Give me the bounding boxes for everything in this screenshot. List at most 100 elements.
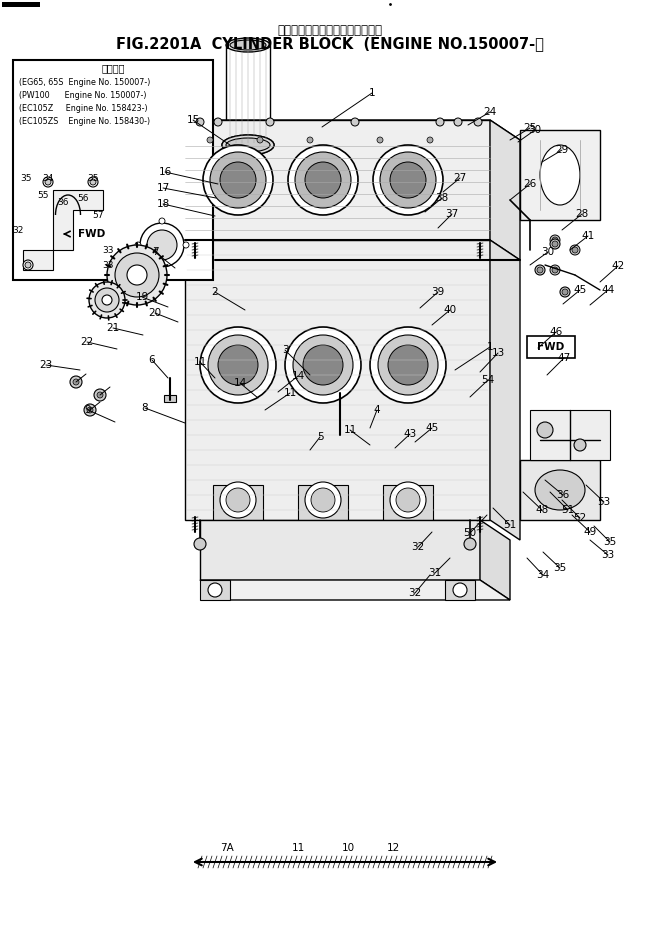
Circle shape — [453, 583, 467, 597]
Circle shape — [226, 488, 250, 512]
Text: 2: 2 — [212, 287, 218, 297]
Text: 45: 45 — [574, 285, 587, 295]
Circle shape — [214, 118, 222, 126]
Text: 21: 21 — [106, 323, 119, 333]
Circle shape — [90, 179, 96, 185]
Circle shape — [87, 407, 93, 413]
Circle shape — [207, 137, 213, 143]
Text: 1: 1 — [486, 342, 493, 352]
Ellipse shape — [295, 152, 351, 208]
Circle shape — [377, 137, 383, 143]
Bar — [13, 60, 213, 280]
Text: 6: 6 — [148, 355, 155, 365]
Text: (EG65, 65S  Engine No. 150007-): (EG65, 65S Engine No. 150007-) — [19, 77, 150, 86]
Ellipse shape — [210, 152, 266, 208]
Text: 48: 48 — [535, 505, 548, 515]
Circle shape — [183, 242, 189, 248]
Polygon shape — [200, 580, 230, 600]
FancyBboxPatch shape — [68, 223, 116, 245]
Text: 51: 51 — [562, 505, 575, 515]
Circle shape — [307, 137, 313, 143]
Polygon shape — [490, 120, 520, 260]
Circle shape — [196, 118, 204, 126]
Circle shape — [43, 177, 53, 187]
Circle shape — [194, 538, 206, 550]
Polygon shape — [445, 580, 475, 600]
Circle shape — [562, 289, 568, 295]
Polygon shape — [333, 382, 347, 393]
Text: 46: 46 — [549, 327, 562, 337]
Circle shape — [115, 253, 159, 297]
Text: 34: 34 — [537, 570, 550, 580]
Ellipse shape — [370, 327, 446, 403]
Text: 11: 11 — [343, 425, 356, 435]
Polygon shape — [520, 460, 600, 520]
Text: 39: 39 — [432, 287, 445, 297]
Polygon shape — [490, 240, 520, 540]
Text: FWD: FWD — [79, 229, 106, 239]
Circle shape — [23, 260, 33, 270]
Circle shape — [208, 583, 222, 597]
Text: 36: 36 — [57, 197, 69, 207]
Text: 20: 20 — [148, 308, 162, 318]
Ellipse shape — [303, 345, 343, 385]
Circle shape — [147, 230, 177, 260]
Circle shape — [552, 267, 558, 273]
Circle shape — [351, 118, 359, 126]
Text: 25: 25 — [523, 123, 537, 133]
Text: 1: 1 — [369, 88, 376, 98]
Text: 49: 49 — [583, 527, 597, 537]
Circle shape — [537, 267, 543, 273]
Text: 42: 42 — [611, 261, 624, 271]
Text: 11: 11 — [283, 388, 296, 398]
Polygon shape — [135, 220, 190, 270]
Text: (EC105ZS    Engine No. 158430-): (EC105ZS Engine No. 158430-) — [19, 117, 150, 126]
Ellipse shape — [222, 135, 274, 155]
Circle shape — [474, 118, 482, 126]
Text: 31: 31 — [428, 568, 442, 578]
Ellipse shape — [293, 335, 353, 395]
Ellipse shape — [226, 138, 270, 152]
Polygon shape — [226, 45, 270, 145]
Ellipse shape — [226, 38, 270, 52]
Circle shape — [574, 439, 586, 451]
Text: 30: 30 — [529, 125, 542, 135]
Text: FIG.2201A  CYLINDER BLOCK  (ENGINE NO.150007-）: FIG.2201A CYLINDER BLOCK (ENGINE NO.1500… — [116, 37, 544, 52]
Text: 35: 35 — [87, 174, 99, 182]
Ellipse shape — [305, 482, 341, 518]
Text: 9: 9 — [84, 405, 91, 415]
Polygon shape — [200, 520, 480, 580]
Ellipse shape — [305, 162, 341, 198]
Polygon shape — [520, 130, 600, 220]
Circle shape — [550, 239, 560, 249]
Text: 18: 18 — [156, 199, 170, 209]
Text: 36: 36 — [556, 490, 570, 500]
Circle shape — [84, 404, 96, 416]
Text: 23: 23 — [40, 360, 53, 370]
Circle shape — [97, 392, 103, 398]
Circle shape — [88, 177, 98, 187]
Polygon shape — [480, 520, 510, 600]
Circle shape — [89, 282, 125, 318]
Text: FWD: FWD — [537, 342, 564, 352]
Text: (PW100      Engine No. 150007-): (PW100 Engine No. 150007-) — [19, 90, 147, 100]
Text: 41: 41 — [581, 231, 595, 241]
Text: 15: 15 — [186, 115, 199, 125]
Text: 14: 14 — [291, 371, 305, 381]
Text: 47: 47 — [558, 353, 571, 363]
Text: 5: 5 — [317, 432, 323, 442]
Text: 56: 56 — [77, 194, 88, 202]
Text: 33: 33 — [102, 260, 114, 270]
Ellipse shape — [230, 40, 266, 50]
Circle shape — [436, 118, 444, 126]
Circle shape — [25, 262, 31, 268]
Text: 35: 35 — [553, 563, 567, 573]
Text: 28: 28 — [576, 209, 589, 219]
Text: 8: 8 — [142, 403, 148, 413]
Text: 26: 26 — [523, 179, 537, 189]
Text: 3: 3 — [282, 345, 288, 355]
Text: 14: 14 — [234, 378, 247, 388]
Text: 37: 37 — [446, 209, 459, 219]
Polygon shape — [185, 120, 520, 140]
Text: 57: 57 — [92, 211, 104, 220]
